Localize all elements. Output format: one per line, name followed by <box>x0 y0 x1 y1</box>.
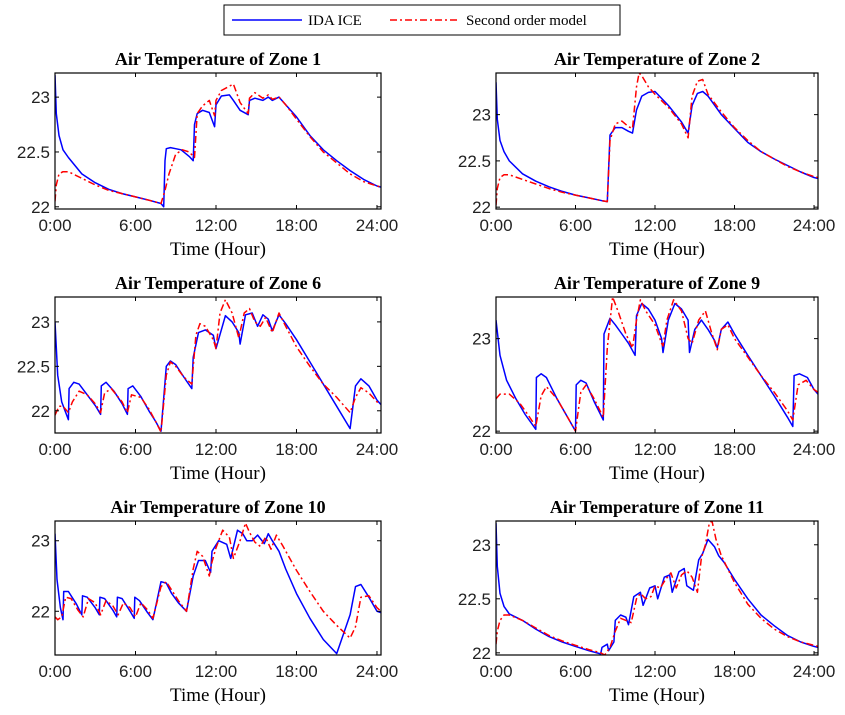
x-tick-label: 18:00 <box>275 662 318 681</box>
x-tick-label: 0:00 <box>479 440 512 459</box>
x-tick-label: 18:00 <box>713 216 756 235</box>
x-tick-label: 6:00 <box>119 440 152 459</box>
y-tick-label: 22.5 <box>458 152 491 171</box>
series-line-ida-ice <box>496 302 818 432</box>
series-line-second-order-model <box>55 298 381 433</box>
y-tick-label: 22 <box>472 422 491 441</box>
y-tick-label: 23 <box>472 330 491 349</box>
legend-label-ida-ice: IDA ICE <box>308 13 362 29</box>
x-axis-label: Time (Hour) <box>170 239 266 260</box>
x-axis-label: Time (Hour) <box>609 239 705 260</box>
y-tick-label: 23 <box>31 313 50 332</box>
axes-box <box>495 296 819 434</box>
series-group <box>55 522 381 655</box>
x-tick-label: 0:00 <box>38 662 71 681</box>
series-line-second-order-model <box>496 73 818 206</box>
y-tick-label: 22.5 <box>17 143 50 162</box>
x-tick-label: 24:00 <box>793 440 836 459</box>
y-tick-label: 23 <box>472 536 491 555</box>
series-line-ida-ice <box>496 82 818 203</box>
chart-title: Air Temperature of Zone 9 <box>554 273 760 293</box>
axes-box <box>54 72 382 210</box>
series-group <box>55 75 381 208</box>
chart-panel: Air Temperature of Zone 2 0:00 6:00 12:00 18… <box>458 49 835 260</box>
series-line-second-order-model <box>55 522 381 639</box>
x-axis-label: Time (Hour) <box>609 685 705 706</box>
y-tick-label: 23 <box>472 106 491 125</box>
x-tick-label: 0:00 <box>38 440 71 459</box>
series-group <box>496 521 818 655</box>
series-line-ida-ice <box>55 75 381 208</box>
chart-title: Air Temperature of Zone 11 <box>550 497 764 517</box>
x-tick-label: 6:00 <box>119 662 152 681</box>
series-line-ida-ice <box>55 529 381 655</box>
x-tick-label: 24:00 <box>356 440 399 459</box>
y-tick-label: 22 <box>472 644 491 663</box>
series-line-second-order-model <box>55 83 381 205</box>
y-tick-label: 22 <box>31 198 50 217</box>
x-tick-label: 18:00 <box>713 662 756 681</box>
chart-panel: Air Temperature of Zone 10 0:00 6:00 12:00 1… <box>31 497 398 706</box>
x-tick-label: 18:00 <box>275 216 318 235</box>
series-line-second-order-model <box>496 521 818 655</box>
chart-title: Air Temperature of Zone 6 <box>115 273 321 293</box>
x-tick-label: 0:00 <box>479 662 512 681</box>
legend: IDA ICE Second order model <box>223 4 621 36</box>
series-group <box>496 297 818 432</box>
y-tick-label: 22.5 <box>458 590 491 609</box>
x-tick-label: 12:00 <box>195 216 238 235</box>
axes-box <box>495 520 819 656</box>
chart-panel: Air Temperature of Zone 1 0:00 6:00 12:00 18… <box>17 49 398 260</box>
x-axis-label: Time (Hour) <box>609 463 705 484</box>
axes-box <box>495 72 819 210</box>
x-tick-label: 12:00 <box>634 440 677 459</box>
x-axis-label: Time (Hour) <box>170 463 266 484</box>
x-tick-label: 12:00 <box>634 662 677 681</box>
series-group <box>496 73 818 206</box>
x-tick-label: 12:00 <box>195 440 238 459</box>
chart-panel: Air Temperature of Zone 11 0:00 6:00 12:00 1… <box>458 497 835 706</box>
y-tick-label: 22 <box>472 198 491 217</box>
y-tick-label: 23 <box>31 88 50 107</box>
chart-title: Air Temperature of Zone 2 <box>554 49 760 69</box>
x-axis-label: Time (Hour) <box>170 685 266 706</box>
x-tick-label: 12:00 <box>195 662 238 681</box>
series-line-second-order-model <box>496 297 818 432</box>
legend-label-second-order: Second order model <box>466 13 587 29</box>
x-tick-label: 12:00 <box>634 216 677 235</box>
series-line-ida-ice <box>496 523 818 655</box>
x-tick-label: 24:00 <box>793 662 836 681</box>
x-tick-label: 18:00 <box>275 440 318 459</box>
x-tick-label: 24:00 <box>356 662 399 681</box>
series-group <box>55 298 381 433</box>
y-tick-label: 22 <box>31 602 50 621</box>
axes-box <box>54 520 382 656</box>
x-tick-label: 18:00 <box>713 440 756 459</box>
x-tick-label: 0:00 <box>479 216 512 235</box>
y-tick-label: 22.5 <box>17 357 50 376</box>
y-tick-label: 22 <box>31 402 50 421</box>
chart-title: Air Temperature of Zone 10 <box>110 497 325 517</box>
chart-panel: Air Temperature of Zone 9 0:00 6:00 12:00 18… <box>472 273 835 484</box>
chart-title: Air Temperature of Zone 1 <box>115 49 321 69</box>
axes-box <box>54 296 382 434</box>
chart-panel: Air Temperature of Zone 6 0:00 6:00 12:00 18… <box>17 273 398 484</box>
x-tick-label: 6:00 <box>559 662 592 681</box>
x-tick-label: 6:00 <box>559 440 592 459</box>
x-tick-label: 24:00 <box>356 216 399 235</box>
chart-panels: Air Temperature of Zone 1 0:00 6:00 12:00 18… <box>17 49 835 706</box>
x-tick-label: 6:00 <box>119 216 152 235</box>
series-line-ida-ice <box>55 312 381 432</box>
x-tick-label: 6:00 <box>559 216 592 235</box>
x-tick-label: 0:00 <box>38 216 71 235</box>
y-tick-label: 23 <box>31 532 50 551</box>
x-tick-label: 24:00 <box>793 216 836 235</box>
